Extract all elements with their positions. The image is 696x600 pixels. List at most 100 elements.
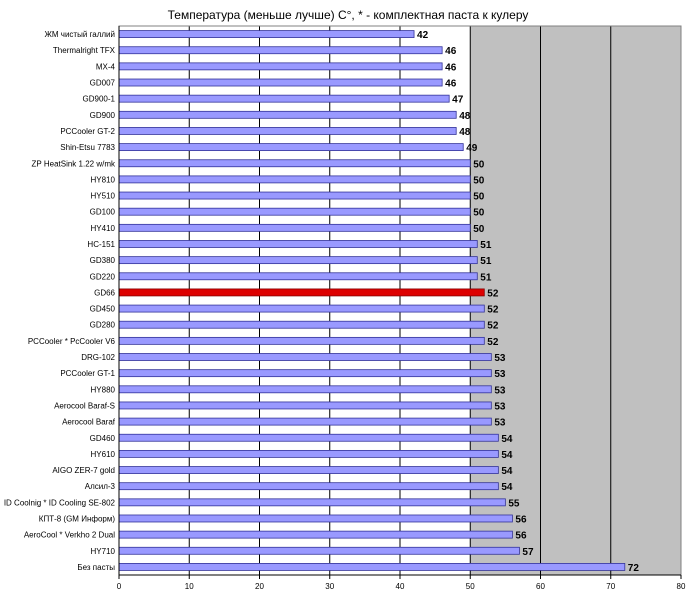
category-label: DRG-102 [81,353,115,362]
bar [118,449,499,458]
value-label: 50 [473,175,485,186]
category-label: Shin-Etsu 7783 [60,143,115,152]
category-label: GD220 [90,272,116,281]
bar [118,159,471,168]
bar [118,498,506,507]
x-tick-label: 40 [396,582,405,591]
category-label: GD66 [94,288,115,297]
x-tick-label: 20 [255,582,264,591]
category-label: Aerocool Baraf [62,418,116,427]
bar [118,482,499,491]
category-label: GD900 [90,111,116,120]
x-tick-label: 10 [185,582,194,591]
bar [118,78,443,87]
value-label: 42 [417,30,429,41]
value-label: 46 [445,62,457,73]
category-label: MX-4 [96,62,116,71]
value-label: 50 [473,224,485,235]
category-label: GD460 [90,434,116,443]
value-label: 52 [487,337,499,348]
bar [118,433,499,442]
value-label: 54 [501,482,513,493]
value-label: 51 [480,240,492,251]
value-label: 47 [452,95,464,106]
bar [118,175,471,184]
category-label: Aerocool Baraf-S [54,401,115,410]
x-tick-label: 50 [466,582,475,591]
value-label: 52 [487,321,499,332]
category-label: Без пасты [77,563,115,572]
category-label: GD007 [90,79,116,88]
category-label: PCCooler * PcCooler V6 [28,337,116,346]
bar [118,563,626,571]
value-label: 46 [445,79,457,90]
category-label: ЖМ чистый галлий [45,30,115,39]
category-label: ID Coolnig * ID Cooling SE-802 [4,498,116,507]
bar [118,320,485,329]
category-label: ZP HeatSink 1.22 w/mk [32,159,116,168]
value-label: 72 [628,563,640,574]
value-label: 50 [473,208,485,219]
category-label: Алсил-3 [85,482,116,491]
x-tick-label: 0 [117,582,122,591]
bar [118,94,450,103]
value-label: 56 [515,514,527,525]
value-label: 54 [501,450,513,461]
plot-area-white [119,26,471,575]
bar [118,256,478,265]
value-label: 50 [473,192,485,203]
bar [118,207,471,216]
bar [118,369,492,378]
value-label: 48 [459,127,471,138]
category-label: HY410 [91,224,116,233]
value-label: 55 [508,498,520,509]
value-label: 46 [445,46,457,57]
bar [118,127,457,135]
value-label: 50 [473,159,485,170]
category-label: AeroCool * Verkho 2 Dual [24,531,115,540]
value-label: 53 [494,353,506,364]
category-label: КПТ-8 (GM Информ) [39,514,116,523]
bar [118,46,443,55]
value-label: 51 [480,272,492,283]
value-label: 53 [494,401,506,412]
category-label: HY710 [91,547,116,556]
bar [118,288,485,297]
category-label: HY510 [91,192,116,201]
category-label: GD100 [90,208,116,217]
category-label: GD380 [90,256,116,265]
bar [118,143,464,152]
bar [118,466,499,474]
category-label: AIGO ZER-7 gold [52,466,115,475]
value-label: 53 [494,385,506,396]
bar [118,385,492,394]
value-label: 51 [480,256,492,267]
bar [118,240,478,248]
category-label: HY610 [91,450,116,459]
bar [118,191,471,200]
plot-area-grey [470,26,681,575]
bar [118,546,520,555]
category-label: HY810 [91,175,116,184]
value-label: 49 [466,143,478,154]
x-tick-label: 30 [325,582,334,591]
bar [118,530,513,539]
bar [118,514,513,523]
category-label: GD900-1 [83,95,116,104]
category-label: PCCooler GT-2 [60,127,115,136]
category-label: Thermalright TFX [53,46,116,55]
category-label: HY880 [91,385,116,394]
value-label: 56 [515,531,527,542]
value-label: 48 [459,111,471,122]
category-label: HC-151 [87,240,115,249]
value-label: 52 [487,305,499,316]
value-label: 54 [501,466,513,477]
bar [118,223,471,232]
value-label: 57 [522,547,534,558]
value-label: 53 [494,369,506,380]
category-label: PCCooler GT-1 [60,369,115,378]
category-label: GD280 [90,321,116,330]
bar [118,336,485,345]
chart-title: Температура (меньше лучше) С°, * - компл… [167,8,529,22]
